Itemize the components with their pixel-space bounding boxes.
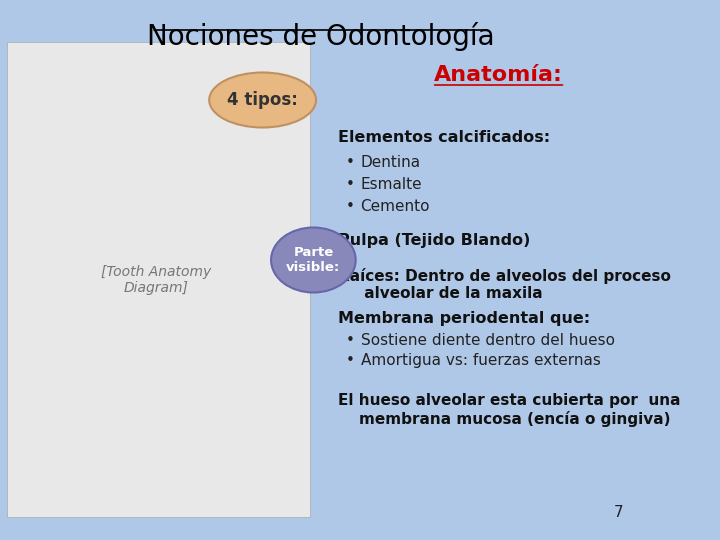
- Ellipse shape: [271, 227, 356, 293]
- Text: Amortigua vs: fuerzas externas: Amortigua vs: fuerzas externas: [361, 353, 600, 368]
- Text: •: •: [346, 199, 354, 214]
- Text: •: •: [346, 333, 354, 348]
- Text: Elementos calcificados:: Elementos calcificados:: [338, 130, 550, 145]
- Text: Nociones de Odontología: Nociones de Odontología: [147, 22, 495, 51]
- Text: 7: 7: [613, 505, 624, 520]
- Text: Membrana periodental que:: Membrana periodental que:: [338, 311, 590, 326]
- Text: [Tooth Anatomy
Diagram]: [Tooth Anatomy Diagram]: [101, 265, 211, 295]
- Text: Dentina: Dentina: [361, 155, 420, 170]
- Text: Pulpa (Tejido Blando): Pulpa (Tejido Blando): [338, 233, 531, 248]
- Ellipse shape: [210, 72, 316, 127]
- Text: Sostiene diente dentro del hueso: Sostiene diente dentro del hueso: [361, 333, 615, 348]
- Text: Anatomía:: Anatomía:: [434, 65, 563, 85]
- Text: Esmalte: Esmalte: [361, 177, 422, 192]
- Text: Cemento: Cemento: [361, 199, 430, 214]
- Text: •: •: [346, 177, 354, 192]
- Text: •: •: [346, 155, 354, 170]
- Text: Raíces: Dentro de alveolos del proceso: Raíces: Dentro de alveolos del proceso: [338, 268, 671, 284]
- Text: El hueso alveolar esta cubierta por  una: El hueso alveolar esta cubierta por una: [338, 393, 681, 408]
- FancyBboxPatch shape: [7, 42, 310, 517]
- Text: 4 tipos:: 4 tipos:: [228, 91, 298, 109]
- Text: membrana mucosa (encía o gingiva): membrana mucosa (encía o gingiva): [338, 411, 671, 427]
- Text: •: •: [346, 353, 354, 368]
- Text: Parte
visible:: Parte visible:: [287, 246, 341, 274]
- Text: alveolar de la maxila: alveolar de la maxila: [338, 286, 543, 301]
